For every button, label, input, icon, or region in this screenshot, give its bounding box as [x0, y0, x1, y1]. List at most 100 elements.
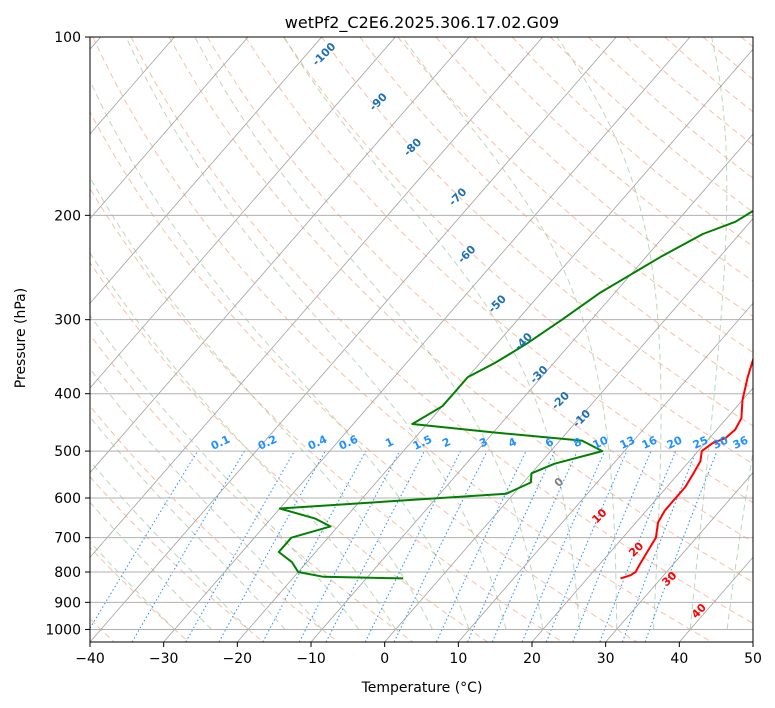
y-tick-label: 200 — [54, 208, 81, 224]
dry-adiabat-label: -70 — [446, 185, 469, 208]
dry-adiabat-line — [92, 37, 712, 642]
mixing-ratio-label: 1 — [383, 435, 395, 450]
dry-adiabat-line — [168, 37, 753, 583]
isotherm-line — [458, 302, 753, 642]
mixing-ratio-line — [90, 450, 199, 630]
moist-adiabat-line — [726, 449, 753, 630]
x-tick-label: 30 — [597, 651, 615, 667]
moist-adiabat-line — [90, 368, 323, 630]
isotherm-line — [531, 387, 753, 642]
dry-adiabat-line — [90, 261, 488, 642]
y-tick-label: 600 — [54, 491, 81, 507]
moist-adiabat-line — [90, 460, 249, 630]
dry-adiabat-line — [130, 37, 753, 624]
dry-adiabat-line — [588, 37, 753, 179]
mixing-ratio-label: 10 — [591, 433, 611, 451]
moist-adiabat-line — [689, 37, 728, 630]
mixing-ratio-line — [521, 450, 606, 642]
dry-adiabat-line — [90, 475, 264, 642]
mixing-ratio-line — [572, 450, 652, 642]
plot-layers — [90, 37, 753, 642]
dry-adiabat-line — [90, 405, 339, 642]
moist-adiabat-line — [401, 37, 618, 630]
mixing-ratio-line — [364, 450, 462, 642]
isotherm-line — [752, 641, 753, 642]
y-tick-label: 500 — [54, 444, 81, 460]
mixing-ratio-label: 20 — [665, 433, 685, 451]
isotherm-line — [90, 37, 322, 304]
dry-adiabat-line — [550, 37, 753, 213]
dry-adiabat-line — [90, 334, 414, 642]
dry-adiabat-label: -60 — [455, 242, 478, 265]
dry-adiabat-label: 10 — [589, 506, 609, 526]
mixing-ratio-line — [599, 450, 677, 642]
mixing-ratio-line — [218, 450, 326, 642]
mixing-ratio-label: 1.5 — [411, 433, 434, 453]
mixing-ratio-line — [491, 450, 578, 642]
dry-adiabat-line — [359, 37, 753, 390]
x-tick-label: 0 — [380, 651, 389, 667]
moist-adiabat-line — [90, 252, 397, 630]
moist-adiabat-line — [194, 37, 544, 630]
moist-adiabat-line — [90, 501, 212, 630]
x-tick-label: −20 — [223, 651, 253, 667]
isotherm-line — [90, 37, 470, 474]
dry-adiabat-line — [206, 37, 753, 543]
mixing-ratio-line — [262, 450, 367, 642]
isotherm-line — [237, 48, 753, 642]
dry-adiabat-line — [702, 37, 753, 80]
isotherm-line — [310, 133, 753, 642]
moist-adiabat-line — [90, 416, 286, 630]
isotherm-line — [605, 472, 753, 642]
dry-adiabat-label: 40 — [689, 601, 709, 621]
mixing-ratio-label: 16 — [640, 433, 660, 451]
dry-adiabat-label: -50 — [486, 292, 509, 315]
moist-adiabat-line — [90, 314, 360, 630]
isotherm-line — [90, 37, 617, 642]
y-tick-label: 900 — [54, 595, 81, 611]
mixing-ratio-label: 36 — [731, 433, 751, 451]
dry-adiabat-label: -80 — [401, 135, 424, 158]
mixing-ratio-label: 0.2 — [256, 433, 279, 453]
mixing-ratio-label: 30 — [711, 433, 731, 451]
x-axis-label: Temperature (°C) — [361, 680, 483, 696]
isotherm-line — [90, 37, 543, 558]
dry-adiabat-line — [435, 37, 753, 318]
mixing-ratio-label: 0.4 — [306, 433, 329, 453]
moist-adiabat-line — [556, 37, 662, 630]
isotherm-line — [679, 556, 753, 642]
x-tick-label: 10 — [449, 651, 467, 667]
mixing-ratio-label: 3 — [477, 435, 489, 450]
dry-adiabat-line — [740, 37, 753, 48]
y-tick-label: 700 — [54, 531, 81, 547]
mixing-ratio-label: 13 — [618, 434, 637, 452]
mixing-ratio-line — [545, 450, 628, 642]
chart-title: wetPf2_C2E6.2025.306.17.02.G09 — [285, 13, 559, 33]
mixing-ratio-label: 25 — [691, 434, 710, 452]
mixing-ratio-line — [298, 450, 401, 642]
dry-adiabat-line — [90, 110, 638, 642]
y-tick-label: 1000 — [45, 622, 81, 638]
mixing-ratio-line — [393, 450, 488, 642]
isotherm-line — [90, 37, 249, 220]
mixing-ratio-label: 0.6 — [337, 433, 360, 453]
x-tick-label: −10 — [296, 651, 326, 667]
mixing-ratio-line — [435, 450, 527, 642]
isotherm-line — [163, 37, 691, 642]
mixing-ratio-label: 2 — [440, 435, 452, 450]
y-tick-label: 400 — [54, 387, 81, 403]
isotherm-line — [90, 37, 396, 389]
mixing-ratio-label: 8 — [571, 435, 583, 450]
plot-frame — [89, 36, 754, 643]
isotherm-line — [384, 218, 753, 642]
mixing-ratio-label: 0.1 — [209, 433, 232, 453]
mixing-ratio-label: 4 — [506, 435, 519, 450]
dry-adiabat-label: -90 — [367, 90, 390, 113]
y-tick-label: 800 — [54, 565, 81, 581]
temperature-profile-line — [620, 356, 753, 580]
y-axis-label: Pressure (hPa) — [13, 288, 29, 388]
x-tick-label: 20 — [523, 651, 541, 667]
dry-adiabat-line — [397, 37, 753, 354]
